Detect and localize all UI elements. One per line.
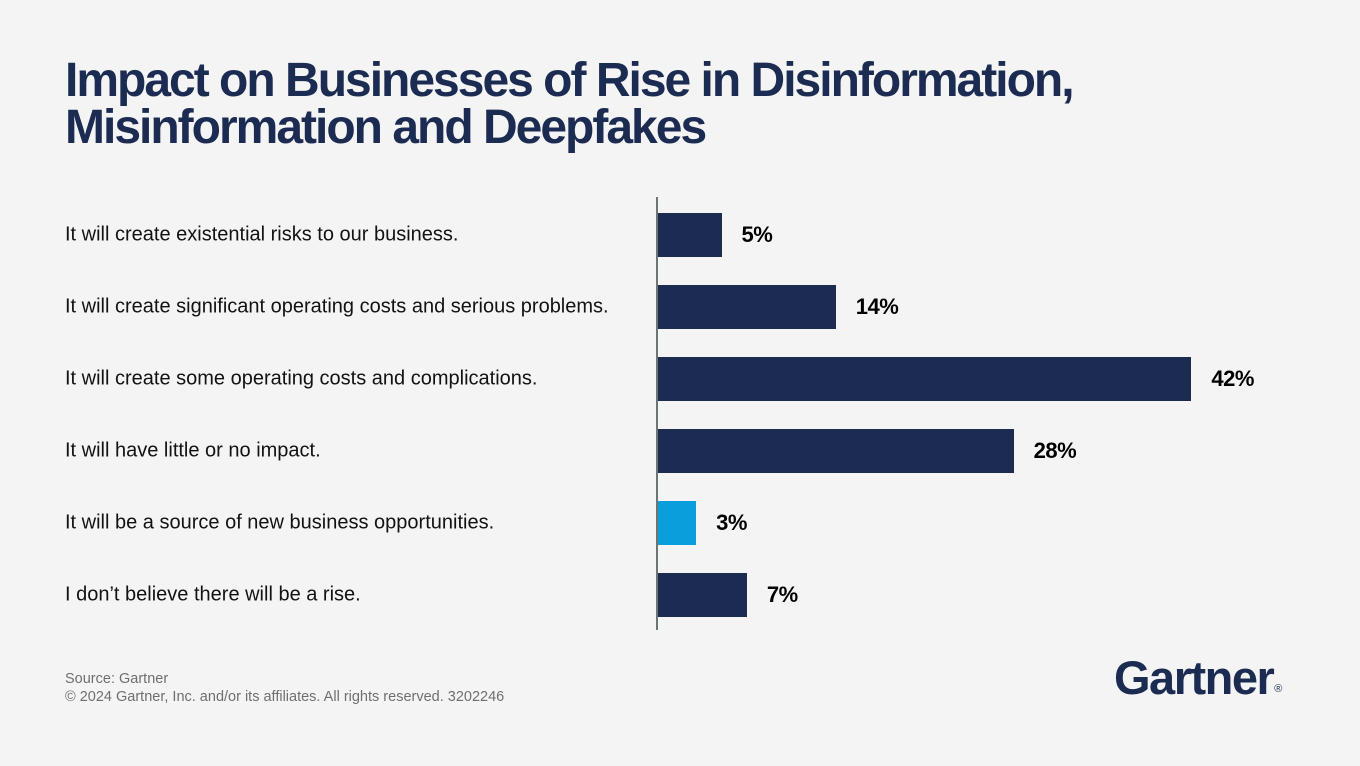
gartner-logo: Gartner®	[1114, 650, 1282, 705]
chart-rows: It will create existential risks to our …	[0, 199, 1360, 631]
value-label: 3%	[716, 510, 747, 535]
bar-wrap: 28%	[658, 429, 1077, 473]
source-text: Source: Gartner	[65, 671, 169, 687]
copyright-text: © 2024 Gartner, Inc. and/or its affiliat…	[65, 688, 505, 705]
bar	[658, 357, 1192, 401]
bar	[658, 213, 722, 257]
bar	[658, 501, 697, 545]
bar-wrap: 3%	[658, 501, 747, 545]
bar-wrap: 42%	[658, 357, 1254, 401]
gartner-wordmark: Gartner	[1114, 651, 1275, 704]
category-label: It will create existential risks to our …	[65, 223, 459, 246]
page-title: Impact on Businesses of Rise in Disinfor…	[65, 54, 1075, 154]
chart-row: It will have little or no impact. 28%	[0, 415, 1360, 487]
value-label: 28%	[1033, 438, 1077, 463]
chart-row: It will create some operating costs and …	[0, 343, 1360, 415]
bar-wrap: 5%	[658, 213, 773, 257]
bar	[658, 573, 747, 617]
category-label: It will have little or no impact.	[65, 439, 321, 462]
category-label: It will be a source of new business oppo…	[65, 511, 495, 534]
chart-row: I don’t believe there will be a rise. 7%	[0, 559, 1360, 631]
registered-trademark-icon: ®	[1274, 683, 1283, 695]
value-label: 7%	[766, 582, 798, 607]
chart-row: It will create significant operating cos…	[0, 271, 1360, 343]
bar-wrap: 7%	[658, 573, 798, 617]
category-label: It will create some operating costs and …	[65, 367, 538, 390]
chart-row: It will create existential risks to our …	[0, 199, 1360, 271]
bar	[658, 285, 836, 329]
category-label: I don’t believe there will be a rise.	[65, 583, 361, 606]
bar-wrap: 14%	[658, 285, 899, 329]
category-label: It will create significant operating cos…	[65, 295, 609, 318]
title-line-1: Impact on Businesses of Rise in Disinfor…	[65, 54, 1075, 107]
value-label: 42%	[1211, 366, 1254, 391]
chart-row: It will be a source of new business oppo…	[0, 487, 1360, 559]
title-line-2: Misinformation and Deepfakes	[65, 101, 707, 154]
bar	[658, 429, 1014, 473]
value-label: 14%	[855, 294, 899, 319]
axis-line	[656, 197, 658, 630]
footer-notes: Source: Gartner © 2024 Gartner, Inc. and…	[65, 671, 504, 706]
value-label: 5%	[741, 222, 773, 247]
bar-chart: It will create existential risks to our …	[0, 197, 1360, 631]
